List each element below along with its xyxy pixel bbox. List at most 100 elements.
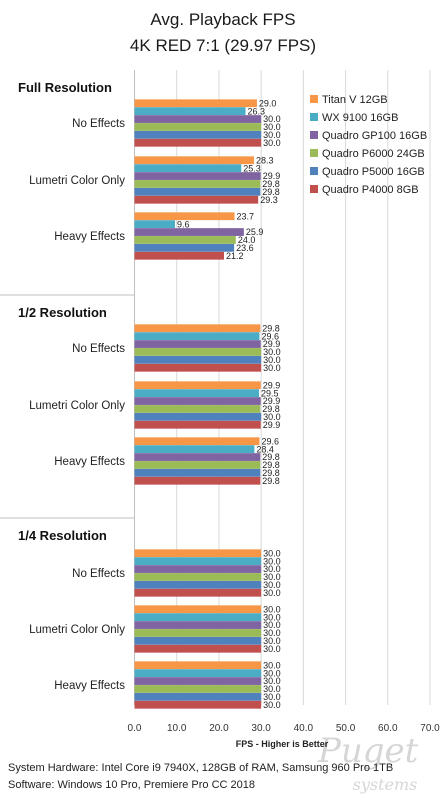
data-label: 21.2 [226,251,244,261]
data-label: 29.0 [259,98,277,108]
data-label: 29.9 [263,380,281,390]
data-label: 30.0 [263,620,281,630]
bar [134,172,261,180]
x-tick-label: 10.0 [167,723,187,734]
bar [134,389,260,398]
bar [134,220,176,229]
bar [134,669,262,678]
group-label: Full Resolution [18,80,112,95]
bar [134,621,262,629]
data-label: 29.6 [261,436,279,446]
bar [134,243,235,252]
bar [134,549,262,558]
data-label: 30.0 [263,612,281,622]
bar [134,236,236,244]
data-label: 30.0 [263,122,281,132]
data-label: 30.0 [263,548,281,558]
bar [134,661,262,670]
bar [134,685,262,693]
category-label: No Effects [72,343,125,355]
bar [134,195,259,204]
bar [134,138,262,147]
bar [134,212,235,221]
data-label: 25.3 [243,163,261,173]
footer-software: Software: Windows 10 Pro, Premiere Pro C… [8,779,255,791]
data-label: 29.8 [262,452,280,462]
chart-subtitle: 4K RED 7:1 (29.97 FPS) [130,36,316,55]
watermark-logo: Puget [317,731,419,771]
legend-label: WX 9100 16GB [322,112,398,124]
data-label: 30.0 [263,556,281,566]
bar [134,324,261,333]
data-label: 30.0 [263,412,281,422]
category-label: Heavy Effects [54,680,125,692]
bar [134,445,255,454]
tick-layer: 0.0 10.0 20.0 30.0 40.0 50.0 60.0 70.0 [128,723,441,734]
bar [134,355,262,364]
legend-swatch [310,95,318,103]
data-label: 28.4 [256,444,274,454]
x-tick-label: 30.0 [251,723,271,734]
data-label: 30.0 [263,363,281,373]
data-label: 30.0 [263,604,281,614]
bar [134,565,262,573]
category-label: Heavy Effects [54,231,125,243]
category-label: No Effects [72,118,125,130]
data-label: 24.0 [238,235,256,245]
data-label: 23.7 [237,211,255,221]
legend-swatch [310,113,318,121]
data-label: 30.0 [263,564,281,574]
data-label: 29.5 [261,388,279,398]
bar [134,164,242,173]
data-label: 30.0 [263,130,281,140]
bar [134,700,262,709]
bar [134,348,262,356]
category-label: Lumetri Color Only [29,624,125,636]
bar [134,437,260,446]
category-label: Lumetri Color Only [29,400,125,412]
bar [134,677,262,685]
data-label: 9.6 [177,219,190,229]
bar [134,180,261,188]
bar [134,340,261,348]
data-label: 23.6 [236,243,254,253]
bar [134,644,262,653]
data-label: 29.6 [261,331,279,341]
group-label: 1/2 Resolution [18,305,107,320]
data-label: 29.8 [262,179,280,189]
data-label: 26.3 [248,106,266,116]
data-label: 29.9 [263,339,281,349]
x-axis-label: FPS - Higher is Better [236,739,329,749]
data-label: 30.0 [263,572,281,582]
bar [134,588,262,597]
data-label: 28.3 [256,155,274,165]
bar [134,251,224,260]
x-tick-label: 60.0 [378,723,398,734]
legend: Titan V 12GB WX 9100 16GB Quadro GP100 16G… [310,94,427,196]
bar [134,130,262,139]
data-label: 25.9 [246,227,264,237]
data-label: 29.8 [262,468,280,478]
data-label: 30.0 [263,692,281,702]
x-tick-label: 0.0 [128,723,142,734]
x-tick-label: 70.0 [420,723,440,734]
group-label: 1/4 Resolution [18,528,107,543]
bar [134,107,246,116]
legend-swatch [310,149,318,157]
data-label: 30.0 [263,114,281,124]
legend-label: Quadro P5000 16GB [322,166,425,178]
bar [134,123,262,131]
bar [134,115,262,123]
bar [134,692,262,701]
bar [134,580,262,589]
data-label: 30.0 [263,355,281,365]
legend-swatch [310,131,318,139]
data-label: 30.0 [263,676,281,686]
data-label: 30.0 [263,628,281,638]
x-tick-label: 40.0 [294,723,314,734]
bar [134,363,262,372]
footer-hardware: System Hardware: Intel Core i9 7940X, 12… [8,762,393,774]
bar [134,461,261,469]
legend-label: Quadro P6000 24GB [322,148,425,160]
